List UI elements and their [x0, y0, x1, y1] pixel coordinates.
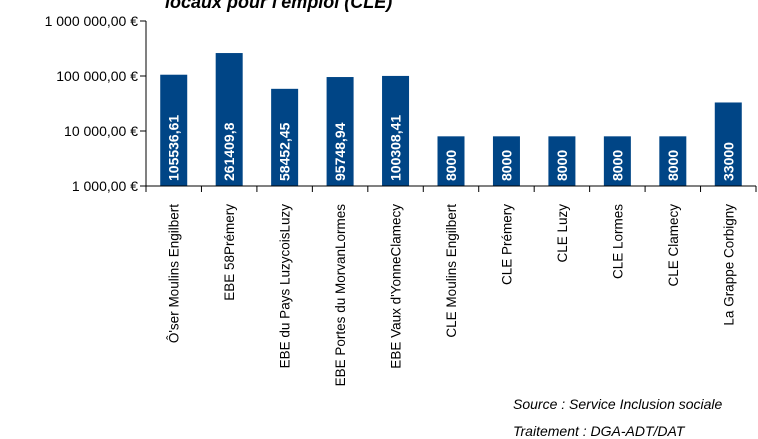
x-tick-label: CLE Moulins Engilbert — [444, 204, 459, 338]
data-label: 8000 — [554, 150, 570, 181]
x-tick-label: CLE Clamecy — [666, 204, 681, 287]
data-label: 33000 — [720, 142, 736, 181]
x-tick-label: La Grappe Corbigny — [721, 204, 736, 326]
y-axis: 1 000 000,00 € 100 000,00 € 10 000,00 € 1 0… — [45, 13, 147, 194]
bar — [548, 136, 576, 186]
chart-title: locaux pour l'emploi (CLE) — [165, 0, 393, 12]
data-label: 8000 — [443, 150, 459, 181]
treatment-note: Traitement : DGA-ADT/DAT — [513, 423, 685, 439]
bar — [326, 77, 354, 186]
data-label: 8000 — [609, 150, 625, 181]
x-tick-label: EBE 58Prémery — [222, 204, 237, 301]
x-tick-label: Ô'ser Moulins Engilbert — [167, 204, 182, 343]
y-tick-label: 1 000,00 € — [72, 178, 138, 194]
x-tick-label: EBE du Pays LuzycoisLuzy — [278, 204, 293, 369]
bar — [603, 136, 631, 186]
bar — [382, 75, 410, 186]
bar — [492, 136, 520, 186]
data-label: 105536,61 — [166, 115, 182, 181]
bar — [160, 74, 188, 186]
x-tick-label: EBE Vaux d'YonneClamecy — [389, 204, 404, 369]
source-note: Source : Service Inclusion sociale — [513, 396, 723, 412]
x-tick-label: CLE Lormes — [610, 204, 625, 279]
x-tick-label: EBE Portes du MorvanLormes — [333, 204, 348, 387]
bar — [659, 136, 687, 186]
data-label: 8000 — [665, 150, 681, 181]
x-axis: Ô'ser Moulins Engilbert EBE 58Prémery EBE … — [145, 185, 757, 387]
y-tick-label: 100 000,00 € — [56, 68, 138, 84]
data-label: 8000 — [498, 150, 514, 181]
y-tick-label: 10 000,00 € — [64, 123, 138, 139]
y-tick-label: 1 000 000,00 € — [45, 13, 139, 29]
bars-group: 105536,61 261409,8 58452,45 95748,94 100308,… — [160, 53, 742, 186]
data-label: 100308,41 — [388, 115, 404, 181]
x-tick-label: CLE Luzy — [555, 204, 570, 263]
data-label: 58452,45 — [277, 122, 293, 181]
bar — [215, 53, 243, 186]
data-label: 95748,94 — [332, 122, 348, 181]
x-tick-label: CLE Prémery — [499, 204, 514, 285]
bar — [271, 88, 299, 186]
data-label: 261409,8 — [221, 122, 237, 181]
bar — [714, 102, 742, 186]
bar — [437, 136, 465, 186]
